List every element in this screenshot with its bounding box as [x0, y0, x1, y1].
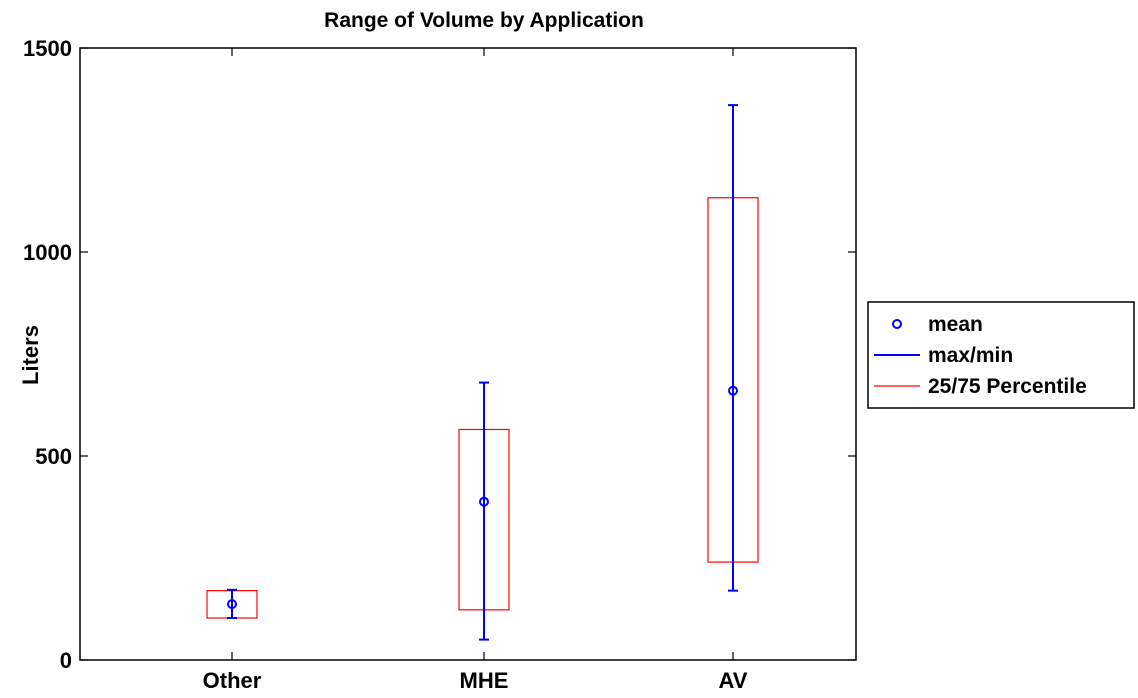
y-tick-label: 0	[60, 648, 72, 673]
legend-mean-marker	[892, 319, 902, 329]
mean-point	[479, 496, 489, 507]
chart-title: Range of Volume by Application	[324, 9, 644, 32]
x-tick-label: AV	[719, 668, 748, 693]
legend: mean max/min 25/75 Percentile	[867, 301, 1135, 409]
chart-marks	[206, 104, 759, 641]
legend-label: 25/75 Percentile	[928, 375, 1087, 398]
y-tick-label: 1000	[23, 240, 72, 265]
legend-label: mean	[928, 313, 983, 336]
y-axis-label: Liters	[18, 325, 43, 385]
x-tick-label: Other	[203, 668, 262, 693]
y-axis: 0 500 1000 1500	[23, 36, 856, 673]
y-tick-label: 1500	[23, 36, 72, 61]
x-axis: Other MHE AV	[203, 48, 748, 693]
x-tick-label: MHE	[460, 668, 509, 693]
mean-point	[227, 599, 237, 610]
plot-area	[79, 47, 857, 661]
mean-point	[728, 385, 738, 396]
legend-label: max/min	[928, 344, 1013, 367]
y-tick-label: 500	[35, 444, 72, 469]
